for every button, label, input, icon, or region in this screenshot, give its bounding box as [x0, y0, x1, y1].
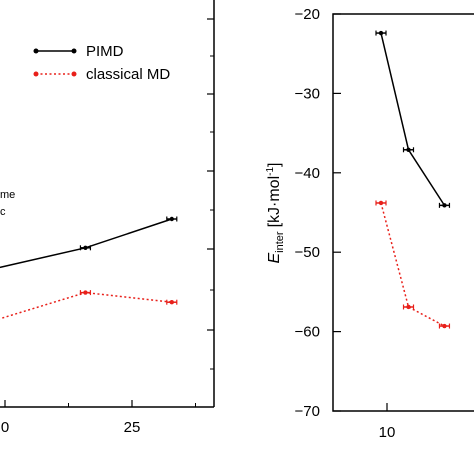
- ylabel-unit: [kJ·mol: [266, 176, 283, 228]
- right-point-0-0: [378, 30, 384, 36]
- legend-entry-classical-md: classical MD: [33, 66, 170, 83]
- ylabel-close: ]: [266, 163, 283, 167]
- right-y-tick-label-3: −40: [295, 165, 320, 182]
- ylabel-sup: -1: [265, 167, 276, 176]
- right-point-1-0: [378, 200, 384, 206]
- left-series-line-classical: [0, 291, 172, 320]
- legend-pimd-label: PIMD: [86, 43, 124, 60]
- right-point-0-1: [406, 147, 411, 152]
- right-y-tick-label-0: −70: [295, 403, 320, 420]
- right-y-tick-label-1: −60: [295, 324, 320, 341]
- legend-pimd-marker-right: [71, 48, 77, 54]
- left-axis-ticks: [4, 18, 214, 407]
- right-series-group: [375, 30, 451, 329]
- left-series-line-pimd: [0, 218, 173, 269]
- legend-classical-marker-right: [71, 71, 77, 77]
- right-series-line-pimd: [380, 32, 446, 206]
- right-axis-ticks: [333, 13, 388, 412]
- right-y-tick-label-5: −20: [295, 6, 320, 23]
- left-annotation-line-2: c: [0, 206, 6, 218]
- right-point-1-2: [442, 323, 447, 329]
- right-point-1-1: [406, 304, 411, 310]
- legend: PIMD classical MD: [33, 43, 170, 83]
- ylabel-sub: inter: [274, 231, 286, 253]
- right-y-tick-labels: −70 −60 −50 −40 −30 −20: [295, 6, 320, 420]
- left-point-0-1: [169, 216, 174, 222]
- legend-classical-marker-left: [33, 71, 39, 77]
- ylabel-main: E: [266, 253, 283, 264]
- left-point-1-1: [169, 300, 174, 305]
- right-y-axis-label: Einter [kJ·mol-1]: [265, 163, 286, 264]
- right-y-tick-label-4: −30: [295, 85, 320, 102]
- left-panel: 0 25 me c PIMD classical MD: [0, 0, 215, 436]
- legend-classical-label: classical MD: [86, 66, 170, 83]
- right-y-tick-label-2: −50: [295, 244, 320, 261]
- right-panel: −70 −60 −50 −40 −30 −20 10 Einter [kJ·mol-1]: [265, 6, 474, 441]
- legend-pimd-marker-left: [33, 48, 39, 54]
- left-point-1-0: [83, 290, 88, 295]
- left-x-tick-label-1: 25: [124, 419, 141, 436]
- left-series-group: [0, 216, 178, 320]
- right-plot-frame: [332, 13, 474, 412]
- right-point-0-2: [442, 203, 447, 208]
- right-x-tick-label-0: 10: [379, 424, 396, 441]
- left-x-tick-label-0: 0: [1, 419, 9, 436]
- left-annotation-line-1: me: [0, 189, 15, 201]
- left-point-0-0: [83, 245, 88, 250]
- legend-entry-pimd: PIMD: [33, 43, 124, 60]
